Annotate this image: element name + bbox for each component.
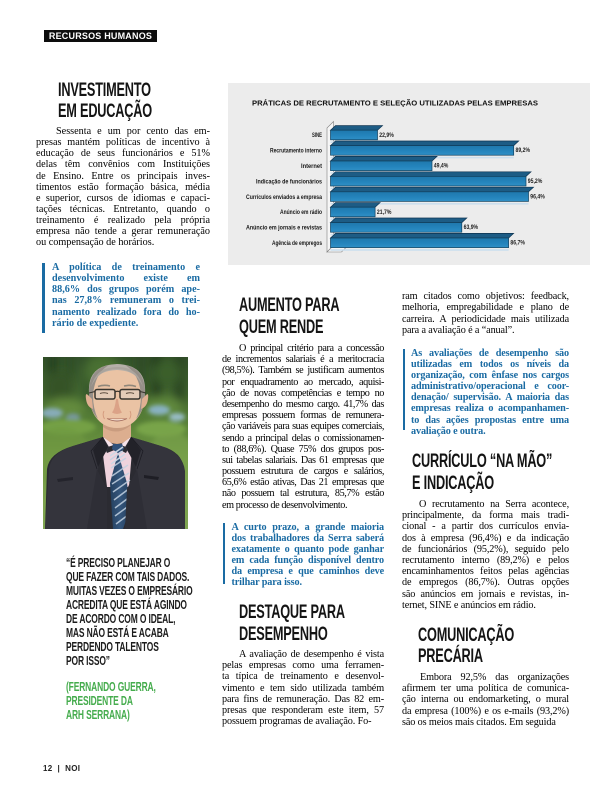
svg-text:Anúncio em rádio: Anúncio em rádio <box>280 209 322 216</box>
svg-text:89,2%: 89,2% <box>516 148 531 154</box>
svg-text:22,9%: 22,9% <box>379 133 394 139</box>
svg-text:Recrutamento interno: Recrutamento interno <box>270 148 322 155</box>
svg-text:PRÁTICAS DE RECRUTAMENTO E SEL: PRÁTICAS DE RECRUTAMENTO E SELEÇÃO UTILI… <box>252 99 538 108</box>
svg-text:95,2%: 95,2% <box>528 179 543 185</box>
svg-text:Currículos enviados a empresa: Currículos enviados a empresa <box>246 194 322 201</box>
svg-text:96,4%: 96,4% <box>530 194 545 200</box>
svg-text:86,7%: 86,7% <box>510 241 525 247</box>
svg-text:Anúncio em jornais e revistas: Anúncio em jornais e revistas <box>246 225 322 232</box>
svg-text:Agência de empregos: Agência de empregos <box>272 240 322 247</box>
svg-text:SINE: SINE <box>312 132 322 139</box>
svg-text:63,9%: 63,9% <box>464 225 479 231</box>
svg-text:Indicação de funcionários: Indicação de funcionários <box>256 178 322 185</box>
svg-text:21,7%: 21,7% <box>377 210 392 216</box>
svg-text:Internet: Internet <box>301 163 322 170</box>
svg-text:49,4%: 49,4% <box>434 164 449 170</box>
